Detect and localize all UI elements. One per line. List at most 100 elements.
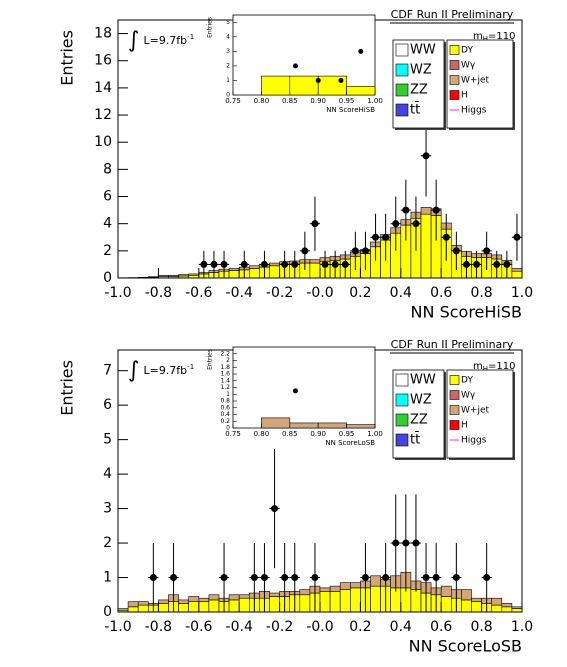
lumi-label: ∫ L=9.7fb-1 <box>128 358 194 383</box>
legend-swatch <box>395 103 409 117</box>
data-point <box>412 539 420 547</box>
legend-label: ZZ <box>410 83 428 98</box>
histogram-bar <box>269 262 280 267</box>
header: CDF Run II Preliminary <box>391 338 514 351</box>
data-point <box>311 220 319 228</box>
legend-label: WW <box>410 43 436 58</box>
data-point <box>452 574 460 582</box>
histogram-bar <box>349 582 361 589</box>
histogram-bar <box>511 608 523 613</box>
x-tick-label: 0.4 <box>390 619 412 635</box>
data-point <box>483 247 491 255</box>
lumi-label-part: ∫ <box>128 28 139 53</box>
data-point <box>361 247 369 255</box>
data-point <box>220 574 228 582</box>
inset-y-tick-label: 4 <box>226 33 230 40</box>
histogram-bar <box>420 207 432 215</box>
data-point <box>412 220 420 228</box>
lumi-label-part: L=9.7fb <box>143 364 187 377</box>
x-tick-label: 0.2 <box>349 285 371 301</box>
histogram-bar <box>117 608 129 611</box>
inset-y-tick-label: 2.2 <box>220 350 230 357</box>
legend-swatch <box>395 83 409 97</box>
histogram-bar <box>168 274 179 277</box>
histogram-bar <box>339 589 351 613</box>
histogram-bar <box>178 599 190 604</box>
y-tick-label: 0 <box>103 270 112 286</box>
histogram-bar <box>228 594 240 601</box>
mass-label-part: =110 <box>488 31 515 42</box>
data-point <box>361 574 369 582</box>
histogram-bar <box>299 594 311 613</box>
x-tick-label: -0.0 <box>306 285 333 301</box>
legend-swatch <box>395 413 409 427</box>
lumi-label-part: ∫ <box>128 358 139 383</box>
mass-label-part: m <box>473 31 483 42</box>
inset-y-tick-label: 3 <box>226 48 230 55</box>
data-point <box>513 233 521 241</box>
histogram-bar <box>137 604 149 613</box>
x-tick-label: 1.0 <box>511 619 533 635</box>
inset-y-tick-label: 1.4 <box>220 377 230 384</box>
data-point <box>210 260 218 268</box>
y-tick-label: 16 <box>94 53 112 69</box>
histogram-bar <box>420 213 432 279</box>
inset-y-tick-label: 1.2 <box>220 384 230 391</box>
inset-data-point <box>338 77 344 83</box>
histogram-bar <box>148 276 159 278</box>
histogram-bar <box>501 603 513 608</box>
data-point <box>281 260 289 268</box>
x-tick-label: -0.4 <box>226 285 253 301</box>
y-tick-label: 3 <box>103 501 112 517</box>
histogram-bar <box>501 606 513 613</box>
histogram-bar <box>339 582 351 590</box>
data-point <box>260 260 268 268</box>
legend-label: W+jet <box>461 76 489 86</box>
legend-swatch <box>395 393 409 407</box>
histogram-bar <box>188 596 200 602</box>
x-axis-label: NN ScoreHiSB <box>411 303 522 322</box>
data-point <box>392 220 400 228</box>
inset-x-tick-label: 0.90 <box>310 430 326 438</box>
x-tick-label: 0.6 <box>430 285 452 301</box>
lumi-label: ∫ L=9.7fb-1 <box>128 28 194 53</box>
data-point <box>402 206 410 214</box>
legend-swatch <box>449 75 460 85</box>
inset-x-tick-label: 0.95 <box>339 97 355 105</box>
x-tick-label: 1.0 <box>511 285 533 301</box>
y-tick-label: 1 <box>103 570 112 586</box>
histogram-bar <box>178 274 190 277</box>
legend-swatch <box>449 375 460 385</box>
inset-y-tick-label: 1.6 <box>220 371 230 378</box>
histogram-bar <box>158 599 169 604</box>
legend-label: Wγ <box>461 61 476 71</box>
legend-label: tt̄ <box>410 102 420 117</box>
histogram-bar <box>137 601 149 606</box>
data-point <box>493 260 501 268</box>
legend-label: WZ <box>410 63 432 78</box>
data-point <box>503 260 511 268</box>
legend-label: W+jet <box>461 406 489 416</box>
legend-swatch <box>449 90 460 100</box>
data-point <box>351 247 359 255</box>
histogram-bar <box>349 587 361 613</box>
inset-x-tick-label: 0.85 <box>282 97 298 105</box>
inset-x-tick-label: 0.95 <box>339 430 355 438</box>
inset-x-tick-label: 1.00 <box>367 97 383 105</box>
histogram-bar <box>461 599 472 613</box>
inset-y-tick-label: 1 <box>226 391 230 398</box>
histogram-bar <box>511 268 523 272</box>
inset-bar <box>289 422 319 429</box>
data-point <box>291 260 299 268</box>
legend-label: Higgs <box>461 436 487 446</box>
histogram-bar <box>309 262 321 279</box>
y-tick-label: 6 <box>103 189 112 205</box>
inset-bar <box>346 85 376 96</box>
legend-swatch <box>449 390 460 400</box>
histogram-bar <box>269 592 280 597</box>
y-tick-label: 4 <box>103 466 112 482</box>
y-tick-label: 2 <box>103 243 112 259</box>
histogram-bar <box>198 597 210 602</box>
data-point <box>341 260 349 268</box>
